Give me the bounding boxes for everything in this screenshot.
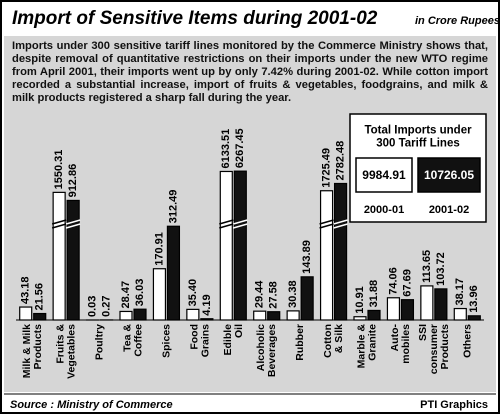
- axis-break: [233, 219, 248, 229]
- x-tick-label: AlcoholicBeverages: [255, 324, 278, 377]
- value-label: 312.49: [167, 190, 179, 224]
- bar: [186, 308, 200, 321]
- value-label: 6133.51: [220, 129, 232, 169]
- value-label: 74.06: [387, 267, 399, 295]
- legend-label: 2001-02: [429, 204, 469, 216]
- total-value: 10726.05: [424, 168, 474, 182]
- value-label: 912.86: [67, 164, 79, 198]
- x-tick-label: Others: [461, 324, 473, 358]
- bar: [52, 191, 66, 321]
- value-label: 0.27: [100, 295, 112, 316]
- value-label: 10.91: [354, 286, 366, 314]
- value-label: 43.18: [20, 277, 32, 305]
- x-tick-label: Poultry: [93, 324, 105, 360]
- bar: [119, 310, 133, 321]
- value-label: 1550.31: [53, 150, 65, 190]
- source: Source : Ministry of Commerce: [10, 399, 173, 411]
- bar: [200, 318, 214, 321]
- x-tick-label: Marble &Granite: [355, 324, 378, 369]
- value-label: 29.44: [254, 280, 266, 308]
- bar: [353, 316, 367, 321]
- bar: [333, 182, 348, 321]
- x-tick-label: Rubber: [294, 324, 306, 361]
- value-label: 6267.45: [234, 128, 246, 168]
- inset-title: Total Imports under 300 Tariff Lines: [364, 125, 472, 150]
- x-tick-label: Spices: [160, 324, 172, 358]
- axis-break: [333, 219, 348, 229]
- chart-title: Import of Sensitive Items during 2001-02: [12, 8, 378, 29]
- bar: [19, 306, 33, 321]
- credit: PTI Graphics: [420, 399, 488, 411]
- bar: [219, 170, 233, 321]
- bar: [133, 308, 147, 321]
- value-label: 113.65: [421, 250, 433, 283]
- legend-swatch: [417, 157, 481, 193]
- value-label: 21.56: [34, 283, 46, 311]
- value-label: 170.91: [153, 232, 165, 266]
- axis-break: [319, 219, 334, 229]
- bar: [467, 315, 481, 321]
- x-tick-label: Cotton& Silk: [322, 324, 345, 358]
- value-label: 103.72: [435, 252, 447, 286]
- description: Imports under 300 sensitive tariff lines…: [12, 40, 488, 104]
- value-label: 28.47: [120, 281, 132, 309]
- bar: [386, 297, 401, 321]
- legend-label: 2000-01: [364, 204, 404, 216]
- value-label: 67.69: [401, 269, 413, 297]
- value-label: 36.03: [134, 279, 146, 307]
- bar: [66, 199, 80, 321]
- bar: [453, 307, 467, 321]
- x-tick-label: EdibleOil: [222, 324, 245, 356]
- value-label: 143.89: [301, 240, 313, 274]
- bar: [233, 170, 247, 321]
- axis-break: [51, 219, 67, 229]
- bar: [367, 309, 381, 321]
- x-tick-label: Tea &Coffee: [121, 324, 144, 357]
- value-label: 30.38: [287, 280, 299, 308]
- value-label: 2782.48: [334, 141, 346, 181]
- value-label: 13.96: [468, 285, 480, 313]
- x-tick-label: Auto-mobiles: [389, 323, 412, 363]
- x-tick-label: FoodGrains: [188, 324, 211, 357]
- bar: [420, 285, 434, 321]
- total-value: 9984.91: [362, 168, 406, 182]
- bar: [152, 268, 167, 321]
- bar: [166, 225, 181, 321]
- axis-break: [65, 219, 81, 229]
- x-tick-label: Milk & MilkProducts: [21, 324, 44, 378]
- value-label: 0.03: [86, 296, 98, 317]
- x-tick-label: SSIconsumerProducts: [417, 324, 451, 374]
- bar: [267, 311, 281, 321]
- value-label: 27.58: [268, 281, 280, 309]
- value-label: 31.88: [368, 280, 380, 308]
- bar: [253, 310, 267, 321]
- bar: [300, 276, 314, 321]
- bar: [33, 312, 47, 321]
- bar: [286, 310, 300, 321]
- value-label: 1725.49: [320, 148, 332, 188]
- bar: [434, 288, 448, 321]
- value-label: 38.17: [454, 278, 466, 306]
- legend-swatch: [355, 157, 413, 193]
- x-tick-label: Fruits &Vegetables: [54, 324, 77, 379]
- bar: [319, 190, 334, 321]
- axis-break: [219, 219, 234, 229]
- value-label: 4.19: [201, 294, 213, 315]
- value-label: 35.40: [187, 279, 199, 307]
- chart-subtitle: in Crore Rupees: [415, 15, 500, 27]
- bar: [400, 299, 415, 321]
